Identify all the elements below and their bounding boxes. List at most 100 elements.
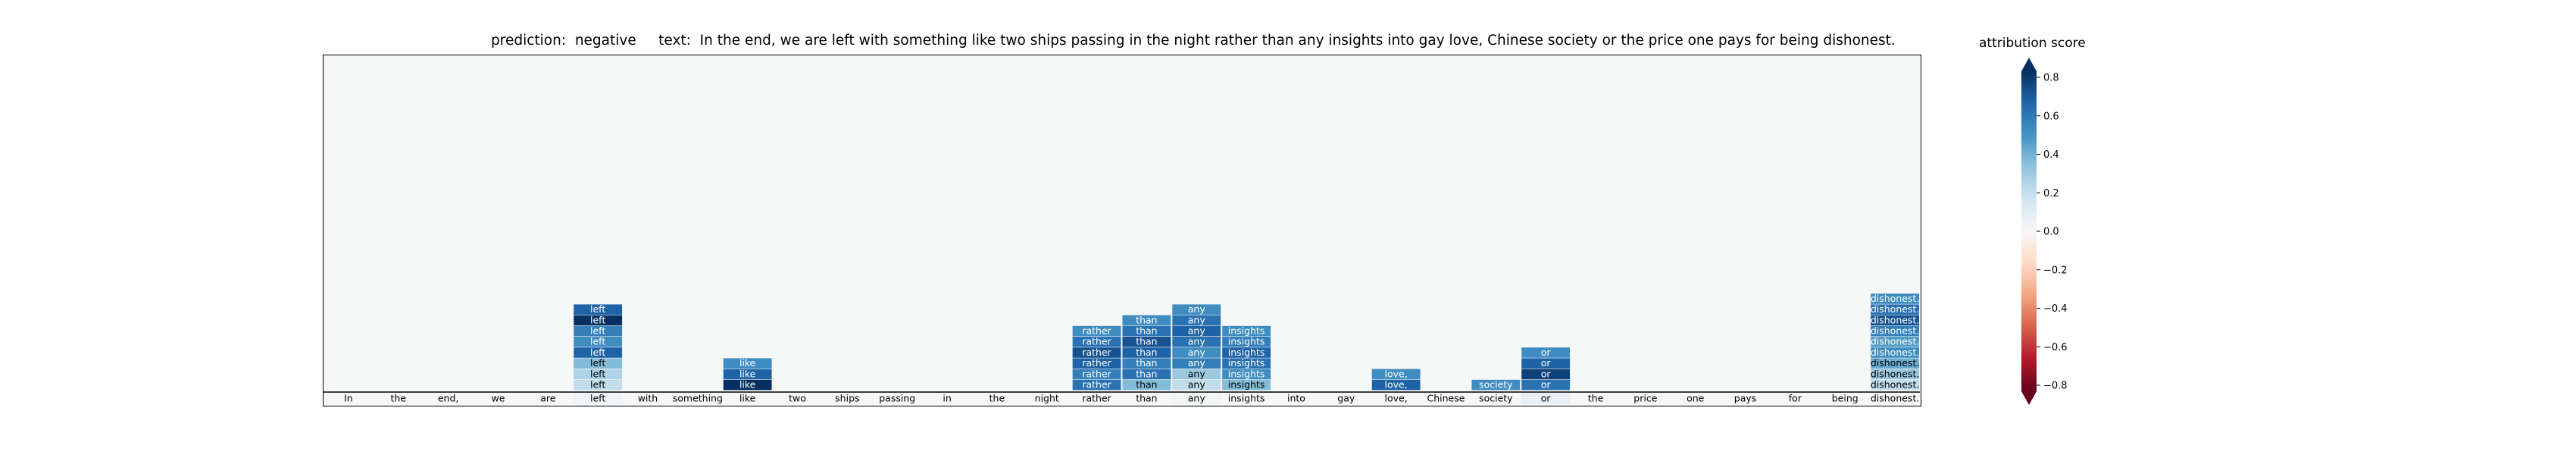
cell-label-any-3: any: [1188, 347, 1206, 358]
token-label-21: love,: [1385, 393, 1408, 404]
token-label-24: or: [1541, 393, 1552, 404]
cell-any-7: [1172, 304, 1221, 315]
base-cell-4: [523, 393, 574, 404]
colorbar-extend-min: [2021, 391, 2037, 405]
cell-label-left-3: left: [590, 347, 605, 358]
base-cell-24: [1521, 393, 1571, 404]
cell-label-any-4: any: [1188, 336, 1206, 347]
cell-insights-2: [1222, 358, 1271, 369]
cell-label-dishonest-1: dishonest.: [1871, 368, 1920, 379]
cell-left-3: [574, 347, 623, 358]
cell-insights-4: [1222, 337, 1271, 347]
base-cell-3: [473, 393, 524, 404]
cell-than-3: [1122, 347, 1171, 358]
colorbar-tick-label-6: −0.4: [2043, 303, 2068, 315]
chart-title: prediction: negative text: In the end, w…: [491, 33, 1896, 49]
cell-label-left-4: left: [590, 336, 605, 347]
cell-or-1: [1521, 369, 1571, 380]
cell-label-rather-4: rather: [1082, 336, 1111, 347]
cell-label-left-0: left: [590, 379, 605, 391]
cell-left-0: [574, 379, 623, 391]
cell-left-6: [574, 315, 623, 326]
base-cell-31: [1870, 393, 1920, 404]
cell-than-2: [1122, 358, 1171, 369]
token-label-2: end,: [438, 393, 459, 404]
cell-dishonest-1: [1871, 369, 1919, 380]
cell-label-insights-4: insights: [1228, 336, 1265, 347]
cell-any-0: [1172, 379, 1221, 391]
cell-label-rather-0: rather: [1082, 379, 1111, 391]
base-cell-28: [1720, 393, 1771, 404]
cell-label-dishonest-8: dishonest.: [1871, 293, 1920, 304]
cell-than-4: [1122, 337, 1171, 347]
prediction-value: negative: [574, 33, 636, 49]
base-cell-8: [722, 393, 774, 404]
token-label-7: something: [673, 393, 723, 404]
cell-label-dishonest-2: dishonest.: [1871, 357, 1920, 369]
base-cell-30: [1820, 393, 1871, 404]
cell-rather-2: [1072, 358, 1121, 369]
colorbar: 0.8 0.6 0.4 0.2 0.0 −0.2 −0.4 −0.6 −0.8: [2021, 58, 2068, 405]
cell-like-0: [723, 379, 772, 391]
cell-label-insights-5: insights: [1228, 325, 1265, 337]
colorbar-extend-max: [2021, 58, 2037, 71]
colorbar-title: attribution score: [1979, 36, 2086, 51]
cell-left-2: [574, 358, 623, 369]
cell-label-than-5: than: [1136, 325, 1157, 337]
cell-label-left-2: left: [590, 357, 605, 369]
colorbar-tick-label-0: 0.8: [2043, 73, 2059, 84]
token-label-26: price: [1633, 393, 1657, 404]
token-label-28: pays: [1734, 393, 1757, 404]
cell-dishonest-5: [1871, 325, 1919, 337]
cell-dishonest-2: [1871, 358, 1919, 369]
token-label-17: any: [1188, 393, 1206, 404]
base-cell-1: [373, 393, 424, 404]
cell-than-0: [1122, 379, 1171, 391]
cell-label-left-7: left: [590, 303, 605, 315]
colorbar-tick-label-5: −0.2: [2043, 265, 2068, 276]
token-label-0: In: [344, 393, 353, 404]
base-cell-5: [573, 393, 624, 404]
cell-any-1: [1172, 369, 1221, 380]
cell-than-1: [1122, 369, 1171, 380]
cell-label-or-3: or: [1541, 347, 1552, 358]
token-label-8: like: [739, 393, 756, 404]
cell-label-insights-1: insights: [1228, 368, 1265, 379]
cell-label-than-0: than: [1136, 379, 1157, 391]
cell-label-insights-2: insights: [1228, 357, 1265, 369]
base-cell-13: [971, 393, 1023, 404]
cell-or-2: [1521, 358, 1571, 369]
base-cell-12: [922, 393, 973, 404]
token-label-3: we: [491, 393, 505, 404]
cell-label-insights-3: insights: [1228, 347, 1265, 358]
cell-label-than-1: than: [1136, 368, 1157, 379]
token-label-13: the: [989, 393, 1005, 404]
cell-label-any-0: any: [1188, 379, 1206, 391]
base-cell-10: [822, 393, 873, 404]
colorbar-tick-label-2: 0.4: [2043, 149, 2059, 161]
cell-society-0: [1471, 379, 1521, 391]
cell-label-dishonest-4: dishonest.: [1871, 336, 1920, 347]
cell-label-left-1: left: [590, 368, 605, 379]
base-cell-14: [1021, 393, 1073, 404]
base-cell-16: [1121, 393, 1172, 404]
base-cell-2: [423, 393, 474, 404]
token-label-9: two: [789, 393, 806, 404]
cell-insights-3: [1222, 347, 1271, 358]
token-label-15: rather: [1082, 393, 1111, 404]
base-cell-18: [1221, 393, 1272, 404]
base-cell-21: [1371, 393, 1422, 404]
base-cell-6: [623, 393, 674, 404]
token-label-30: being: [1832, 393, 1859, 404]
token-label-27: one: [1687, 393, 1705, 404]
cell-left-4: [574, 337, 623, 347]
cell-label-dishonest-3: dishonest.: [1871, 347, 1920, 358]
token-label-19: into: [1287, 393, 1305, 404]
cell-label-left-6: left: [590, 314, 605, 325]
cell-dishonest-8: [1871, 293, 1919, 304]
cell-label-any-6: any: [1188, 314, 1206, 325]
cell-label-like-1: like: [739, 368, 756, 379]
cell-any-3: [1172, 347, 1221, 358]
cell-label-dishonest-7: dishonest.: [1871, 303, 1920, 315]
base-cell-9: [772, 393, 823, 404]
